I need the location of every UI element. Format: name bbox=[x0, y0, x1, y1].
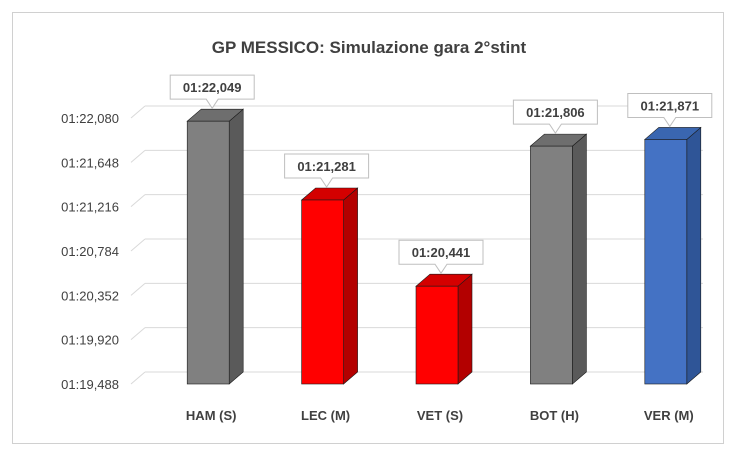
gridline-slant bbox=[130, 149, 146, 163]
x-tick-label: VET (S) bbox=[417, 408, 463, 423]
bar bbox=[530, 145, 573, 385]
y-tick-label: 01:20,784 bbox=[61, 244, 119, 259]
x-tick-label: BOT (H) bbox=[530, 408, 579, 423]
data-label: 01:21,281 bbox=[297, 159, 356, 174]
bar-side bbox=[228, 108, 244, 385]
x-tick-label: LEC (M) bbox=[301, 408, 350, 423]
bars bbox=[186, 108, 702, 385]
gridline-slant bbox=[130, 238, 146, 252]
data-label: 01:21,871 bbox=[641, 98, 700, 113]
x-axis-tick-labels: HAM (S) LEC (M) VET (S) BOT (H) VER (M) bbox=[186, 408, 694, 423]
x-tick-label: VER (M) bbox=[644, 408, 694, 423]
chart-frame: GP MESSICO: Simulazione gara 2°stint 01:… bbox=[12, 12, 724, 444]
data-label-callout bbox=[284, 153, 370, 188]
y-tick-label: 01:22,080 bbox=[61, 111, 119, 126]
data-label: 01:21,806 bbox=[526, 105, 585, 120]
gridline-slant bbox=[130, 194, 146, 208]
bar-chart: GP MESSICO: Simulazione gara 2°stint 01:… bbox=[61, 38, 713, 423]
data-label: 01:20,441 bbox=[412, 245, 471, 260]
data-labels: 01:22,049 01:21,281 01:20,441 01:21,806 01:2… bbox=[169, 74, 713, 275]
bar bbox=[301, 199, 344, 385]
y-axis-tick-labels: 01:19,488 01:19,920 01:20,352 01:20,784 01:2… bbox=[61, 111, 119, 392]
y-tick-label: 01:20,352 bbox=[61, 288, 119, 303]
gridline-slant bbox=[130, 327, 146, 341]
gridline-slant bbox=[130, 105, 146, 119]
y-tick-label: 01:21,648 bbox=[61, 155, 119, 170]
bar bbox=[644, 139, 688, 385]
x-tick-label: HAM (S) bbox=[186, 408, 237, 423]
y-tick-label: 01:21,216 bbox=[61, 200, 119, 215]
bar bbox=[186, 120, 230, 385]
data-label: 01:22,049 bbox=[183, 80, 242, 95]
bar-side bbox=[457, 273, 473, 385]
data-label-callout bbox=[398, 239, 484, 275]
data-label-callout bbox=[512, 99, 598, 135]
y-tick-label: 01:19,920 bbox=[61, 333, 119, 348]
data-label-callout bbox=[627, 92, 713, 128]
data-label-callout bbox=[169, 74, 255, 110]
bar-side bbox=[343, 187, 358, 385]
bar bbox=[415, 285, 459, 385]
y-tick-label: 01:19,488 bbox=[61, 377, 119, 392]
bar-side bbox=[572, 133, 587, 385]
gridline-slant bbox=[130, 371, 146, 385]
chart-title: GP MESSICO: Simulazione gara 2°stint bbox=[212, 38, 527, 57]
gridline-slant bbox=[130, 282, 146, 296]
bar-side bbox=[686, 126, 702, 385]
